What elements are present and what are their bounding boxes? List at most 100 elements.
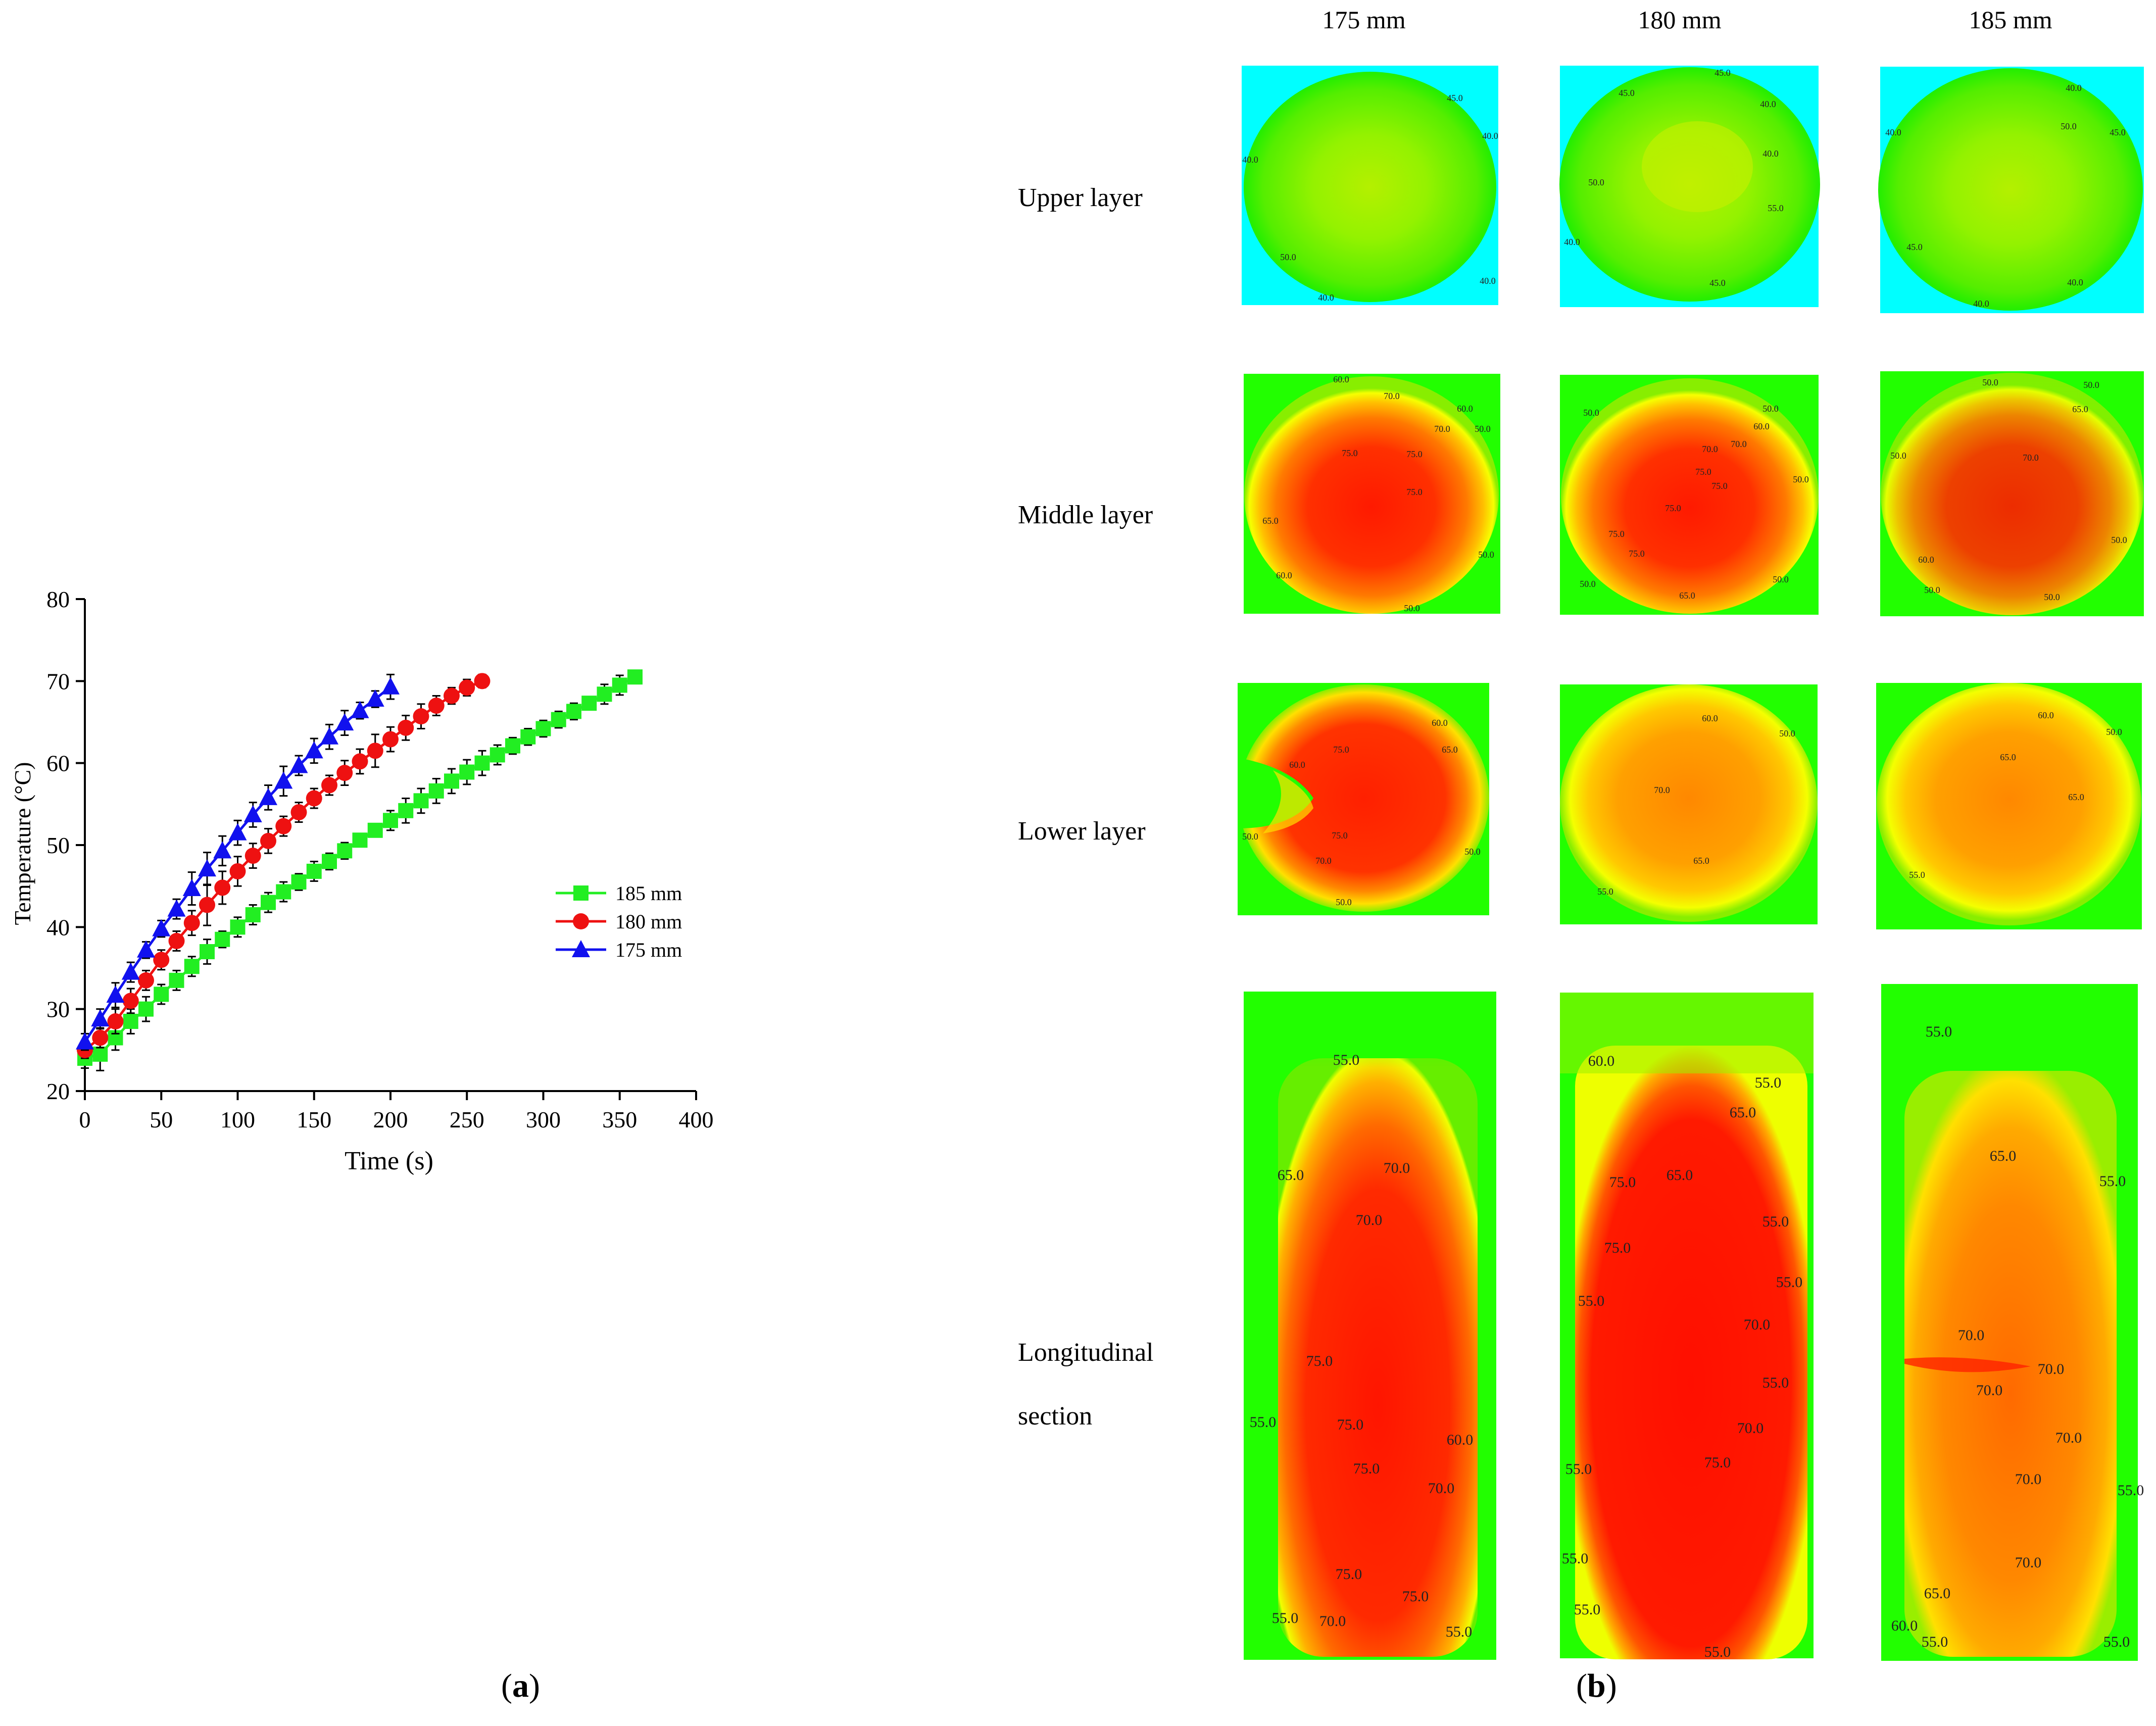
contour-label: 75.0 [1333,745,1349,755]
heatmap-longitudinal-175 [1244,992,1496,1660]
data-point [306,790,322,807]
chart-legend: 185 mm 180 mm 175 mm [556,882,682,961]
column-label-180: 180 mm [1638,6,1722,34]
data-point [428,698,445,714]
data-point [213,841,232,859]
contour-label: 55.0 [1762,1213,1789,1230]
data-point [245,907,261,922]
legend-marker [572,940,590,957]
data-point [627,669,643,685]
data-point [305,741,323,759]
contour-label: 40.0 [1482,131,1498,141]
contour-label: 50.0 [1762,404,1779,414]
contour-label: 75.0 [1406,487,1423,497]
data-point [244,848,261,864]
contour-label: 45.0 [2110,127,2126,137]
chart-axes [84,599,696,1092]
panel-label-a: (a) [501,1667,540,1704]
contour-label: 55.0 [1909,870,1925,880]
x-tick-label: 200 [373,1107,408,1132]
contour-label: 50.0 [1890,451,1906,461]
data-point [121,962,140,980]
contour-label: 50.0 [2111,535,2127,545]
contour-label: 70.0 [2023,453,2039,463]
data-point [459,764,475,780]
data-point [322,854,337,869]
y-tick-label: 20 [46,1078,70,1104]
contour-label: 45.0 [1709,278,1726,288]
contour-label: 40.0 [1762,149,1779,159]
contour-label: 50.0 [2044,592,2060,602]
heatmap-lower-175 [1238,683,1489,915]
contour-label: 50.0 [2083,380,2099,390]
contour-label: 55.0 [1762,1374,1789,1391]
data-point [214,879,231,896]
x-tick-label: 50 [150,1107,173,1132]
contour-label: 50.0 [1478,550,1494,560]
data-point [291,874,307,890]
data-point [520,729,536,745]
data-point [367,822,383,838]
contour-label: 65.0 [1442,745,1458,755]
contour-label: 65.0 [2072,404,2088,414]
contour-label: 40.0 [1480,276,1496,286]
legend-marker [573,885,589,901]
contour-label: 60.0 [2038,710,2054,720]
contour-label: 50.0 [1336,897,1352,907]
x-tick-label: 0 [79,1107,91,1132]
contour-label: 40.0 [1760,99,1776,109]
heatmap-middle-175 [1244,374,1500,614]
data-point [336,765,353,781]
contour-label: 75.0 [1306,1353,1333,1369]
contour-label: 70.0 [2015,1471,2042,1488]
data-point [184,959,200,974]
contour-label: 45.0 [1619,88,1635,98]
x-tick-label: 100 [220,1107,255,1132]
contour-label: 70.0 [2038,1361,2065,1377]
contour-label: 65.0 [1262,516,1279,526]
data-point [228,823,247,841]
contour-label: 50.0 [1924,585,1940,595]
contour-label: 65.0 [1730,1104,1756,1121]
x-tick-label: 250 [450,1107,484,1132]
y-tick-label: 50 [46,832,70,858]
contour-label: 55.0 [1446,1623,1473,1640]
data-point [154,987,169,1002]
contour-label: 60.0 [1447,1432,1474,1448]
contour-label: 40.0 [1242,155,1258,165]
contour-label: 45.0 [1447,93,1463,103]
contour-label: 65.0 [2000,752,2016,762]
heatmap-middle-180 [1560,375,1819,615]
contour-label: 65.0 [1278,1167,1304,1183]
data-point [474,755,490,771]
contour-label: 55.0 [1333,1052,1360,1068]
data-series [76,669,643,1071]
contour-label: 50.0 [1580,579,1596,589]
contour-label: 40.0 [2067,277,2083,287]
contour-label: 70.0 [1315,856,1332,866]
data-point [351,701,369,718]
contour-label: 55.0 [1922,1634,1948,1650]
contour-label: 70.0 [1737,1420,1764,1437]
data-point [182,879,201,897]
data-point [444,773,459,789]
contour-label: 65.0 [2068,792,2084,802]
contour-label: 70.0 [1434,424,1450,434]
data-point [551,712,566,727]
heatmap-lower-180 [1560,684,1818,924]
heatmap-longitudinal-180 [1560,993,1814,1659]
legend-label: 175 mm [615,939,682,961]
contour-label: 60.0 [1432,718,1448,728]
contour-label: 75.0 [1402,1588,1429,1605]
contour-label: 75.0 [1332,830,1348,841]
row-label-upper: Upper layer [1018,183,1143,212]
contour-label: 55.0 [2099,1173,2126,1190]
contour-label: 55.0 [1768,203,1784,213]
data-point [199,897,215,913]
data-point [612,677,627,693]
row-label-lower: Lower layer [1018,817,1146,846]
contour-label: 60.0 [1891,1617,1918,1634]
contour-label: 75.0 [1608,529,1625,539]
contour-label: 75.0 [1711,481,1728,491]
heatmap-upper-185 [1878,67,2144,313]
